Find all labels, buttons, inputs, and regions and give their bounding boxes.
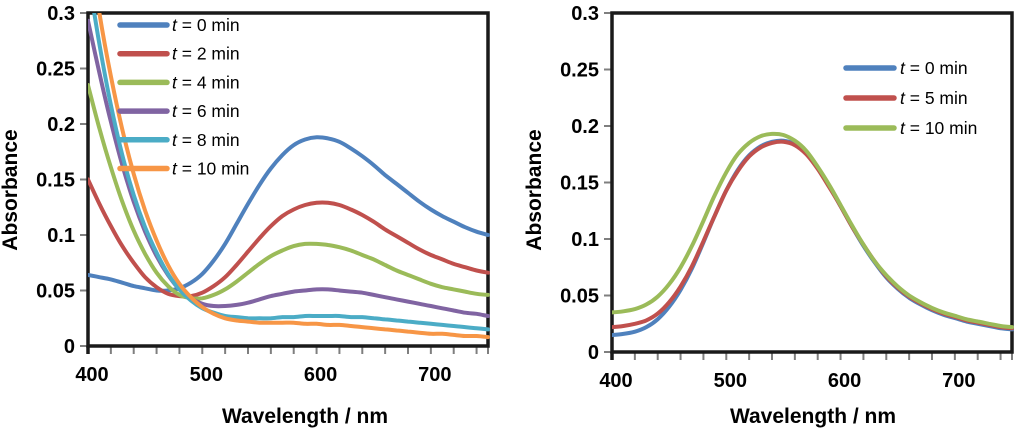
- y-tick-label: 0.2: [47, 114, 75, 136]
- y-tick-label: 0.15: [560, 173, 599, 195]
- x-tick-label: 500: [714, 370, 747, 392]
- x-tick-label: 400: [75, 364, 108, 386]
- series-line-t-10-min: [97, 13, 490, 340]
- series-line-t-8-min: [92, 13, 490, 332]
- legend-label: t = 5 min: [900, 88, 968, 108]
- x-tick-label: 700: [942, 370, 975, 392]
- legend-label: t = 10 min: [900, 118, 977, 138]
- y-tick-label: 0: [588, 342, 599, 364]
- y-tick-label: 0.05: [36, 281, 75, 303]
- legend-label: t = 6 min: [172, 101, 240, 121]
- series-line-t-0-min: [88, 135, 490, 293]
- y-tick-label: 0.3: [47, 3, 75, 25]
- x-tick-label: 700: [418, 364, 451, 386]
- absorbance-chart-left: 0 0.05 0.1 0.15 0.2 0.25 0.3 400 500 600 700 t = 0 …: [0, 3, 490, 428]
- y-tick-label: 0.2: [571, 116, 599, 138]
- x-tick-label: 600: [828, 370, 861, 392]
- x-tick-label: 600: [304, 364, 337, 386]
- series-group: [612, 131, 1014, 338]
- y-tick-label: 0.25: [560, 60, 599, 82]
- legend-label: t = 2 min: [172, 44, 240, 64]
- series-line-t-0-min: [612, 138, 1014, 338]
- y-tick-label: 0.3: [571, 3, 599, 25]
- plot-frame: [86, 11, 490, 348]
- x-tick-label: 500: [190, 364, 223, 386]
- legend-label: t = 0 min: [172, 15, 240, 35]
- series-line-t-2-min: [88, 177, 490, 299]
- legend-label: t = 4 min: [172, 72, 240, 92]
- y-tick-label: 0: [64, 336, 75, 358]
- y-tick-label: 0.15: [36, 170, 75, 192]
- legend-label: t = 0 min: [900, 58, 968, 78]
- legend-label: t = 10 min: [172, 159, 249, 179]
- plot-frame: [610, 11, 1014, 354]
- legend-label: t = 8 min: [172, 130, 240, 150]
- series-group: [88, 13, 490, 340]
- x-axis-title: Wavelength / nm: [730, 405, 896, 428]
- y-tick-label: 0.05: [560, 286, 599, 308]
- y-axis-title: Absorbance: [523, 129, 546, 250]
- series-line-t-4-min: [88, 83, 490, 301]
- y-tick-label: 0.1: [571, 229, 599, 251]
- series-line-t-5-min: [612, 139, 1014, 331]
- y-axis-title: Absorbance: [0, 129, 22, 250]
- x-axis-title: Wavelength / nm: [222, 405, 388, 428]
- series-line-t-10-min: [612, 131, 1014, 330]
- x-tick-label: 400: [599, 370, 632, 392]
- y-tick-label: 0.25: [36, 59, 75, 81]
- absorbance-chart-right: 0 0.05 0.1 0.15 0.2 0.25 0.3 400 500 600 700 t = 0 …: [523, 3, 1014, 428]
- y-tick-label: 0.1: [47, 225, 75, 247]
